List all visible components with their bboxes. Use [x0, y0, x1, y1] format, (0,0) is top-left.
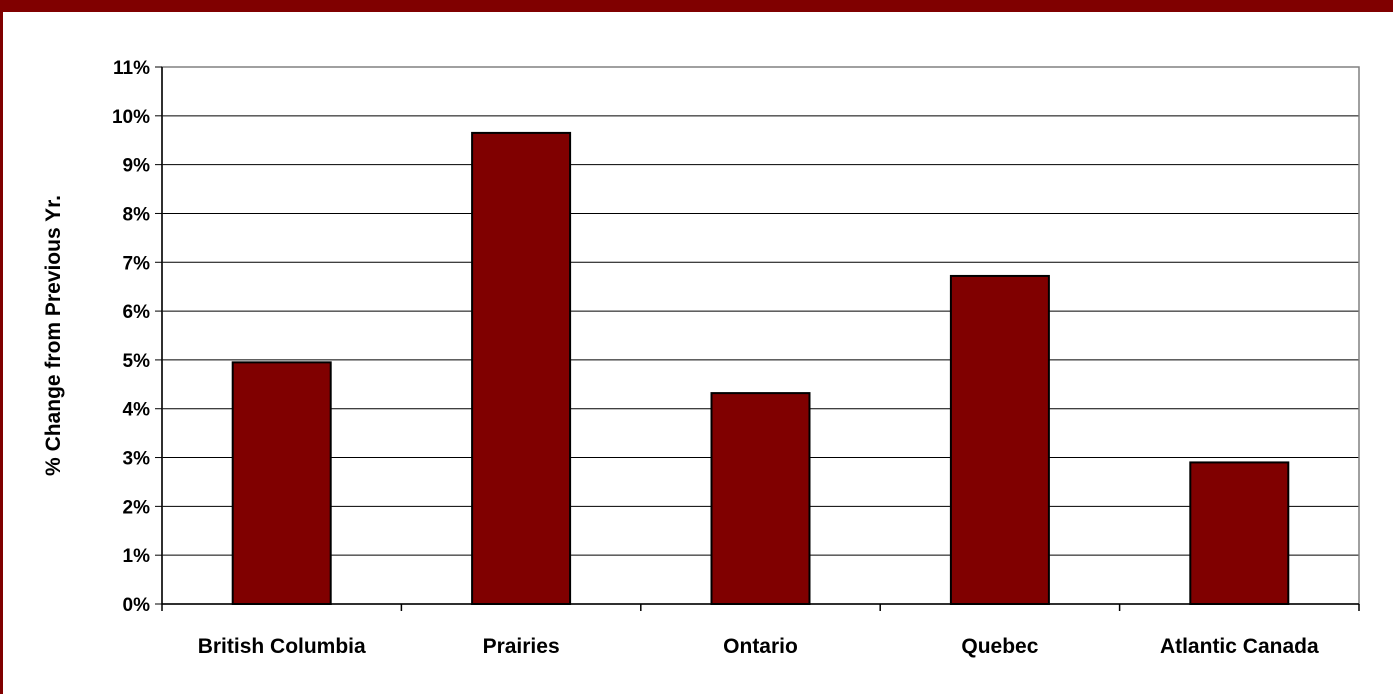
y-tick-label: 9%: [123, 156, 151, 177]
axes: [161, 67, 1360, 611]
x-category-labels: British Columbia Prairies Ontario Quebec Atl…: [198, 635, 1319, 658]
bar-quebec: [949, 274, 1050, 605]
y-tick-label: 0%: [123, 595, 151, 616]
y-tick-label: 10%: [112, 107, 150, 128]
bar-ontario: [710, 392, 811, 606]
y-tick-label: 3%: [123, 449, 151, 470]
y-tick-label: 1%: [123, 546, 151, 567]
top-color-band: [0, 0, 1393, 12]
x-category-label: Quebec: [961, 635, 1038, 658]
y-tick-label: 4%: [123, 400, 151, 421]
y-tick-label: 11%: [113, 58, 150, 79]
x-category-label: Atlantic Canada: [1160, 635, 1319, 658]
x-category-label: British Columbia: [198, 635, 366, 658]
y-tick-label: 7%: [123, 253, 151, 274]
bar-british-columbia: [231, 361, 332, 605]
x-category-label: Prairies: [483, 635, 560, 658]
y-tick-label: 2%: [123, 497, 151, 518]
x-category-label: Ontario: [723, 635, 798, 658]
bars: [231, 131, 1290, 606]
bar-atlantic-canada: [1189, 461, 1290, 605]
y-tick-label: 5%: [123, 351, 151, 372]
y-tick-labels: 0% 1% 2% 3% 4% 5% 6% 7% 8% 9% 10% 11%: [112, 58, 162, 616]
left-color-edge: [0, 0, 3, 694]
y-tick-label: 6%: [123, 302, 151, 323]
y-axis-title: % Change from Previous Yr.: [42, 195, 65, 476]
y-tick-label: 8%: [123, 204, 151, 225]
bar-prairies: [471, 131, 572, 605]
